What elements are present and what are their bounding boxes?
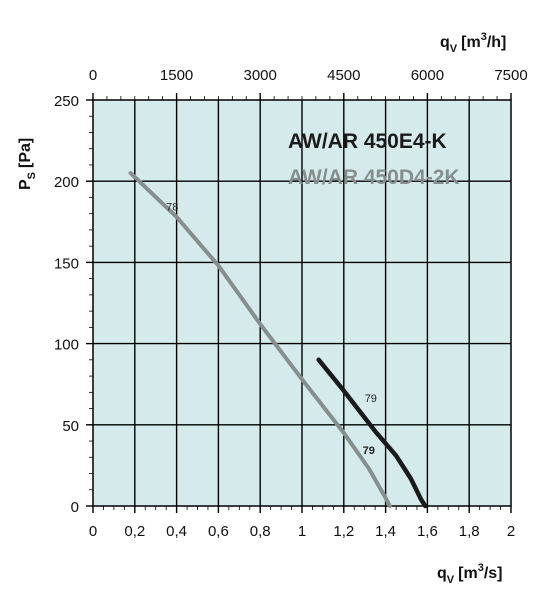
x-top-tick-label: 0 — [89, 67, 97, 84]
legend-entry-series-2: AW/AR 450D4-2K — [288, 166, 460, 189]
series-annotation-79-upper: 79 — [365, 393, 377, 405]
legend-entry-series-1: AW/AR 450E4-K — [288, 130, 447, 153]
x-bottom-axis-title: qV [m3/s] — [437, 562, 502, 586]
series-layer — [128, 171, 428, 509]
y-tick-label: 100 — [54, 337, 79, 354]
y-tick-label: 50 — [62, 418, 79, 435]
grid-lines — [86, 93, 512, 513]
y-tick-label: 200 — [54, 174, 79, 191]
x-bottom-tick-label: 1 — [298, 523, 306, 540]
x-bottom-tick-label: 0,4 — [166, 523, 187, 540]
y-axis-title: PS[Pa] — [17, 138, 38, 190]
x-top-tick-label: 4500 — [327, 67, 360, 84]
x-top-tick-label: 3000 — [244, 67, 277, 84]
x-top-tick-label: 7500 — [494, 67, 527, 84]
series-annotation-78: 78 — [166, 201, 178, 213]
x-bottom-tick-label: 1,6 — [417, 523, 438, 540]
x-bottom-tick-label: 1,8 — [459, 523, 480, 540]
y-tick-label: 150 — [54, 255, 79, 272]
x-bottom-tick-label: 1,2 — [333, 523, 354, 540]
x-bottom-tick-label: 0,8 — [250, 523, 271, 540]
tick-labels: 0 0,2 0,4 0,6 0,8 1 1,2 1,4 1,6 1,8 2 0 50 100 150 200 2… — [54, 67, 528, 540]
x-bottom-tick-label: 0,2 — [124, 523, 145, 540]
series-annotation-79-lower: 79 — [363, 445, 375, 457]
y-tick-label: 250 — [54, 93, 79, 110]
x-bottom-tick-label: 0 — [89, 523, 97, 540]
series-line-450D4-2K — [128, 171, 392, 508]
y-tick-label: 0 — [71, 499, 79, 516]
series-line-450E4-K — [316, 357, 428, 509]
x-bottom-tick-label: 2 — [507, 523, 515, 540]
x-top-tick-label: 1500 — [160, 67, 193, 84]
x-bottom-tick-label: 1,4 — [375, 523, 396, 540]
x-top-axis-title: qV [m3/h] — [440, 31, 506, 55]
x-bottom-tick-label: 0,6 — [208, 523, 229, 540]
x-top-tick-label: 6000 — [411, 67, 444, 84]
